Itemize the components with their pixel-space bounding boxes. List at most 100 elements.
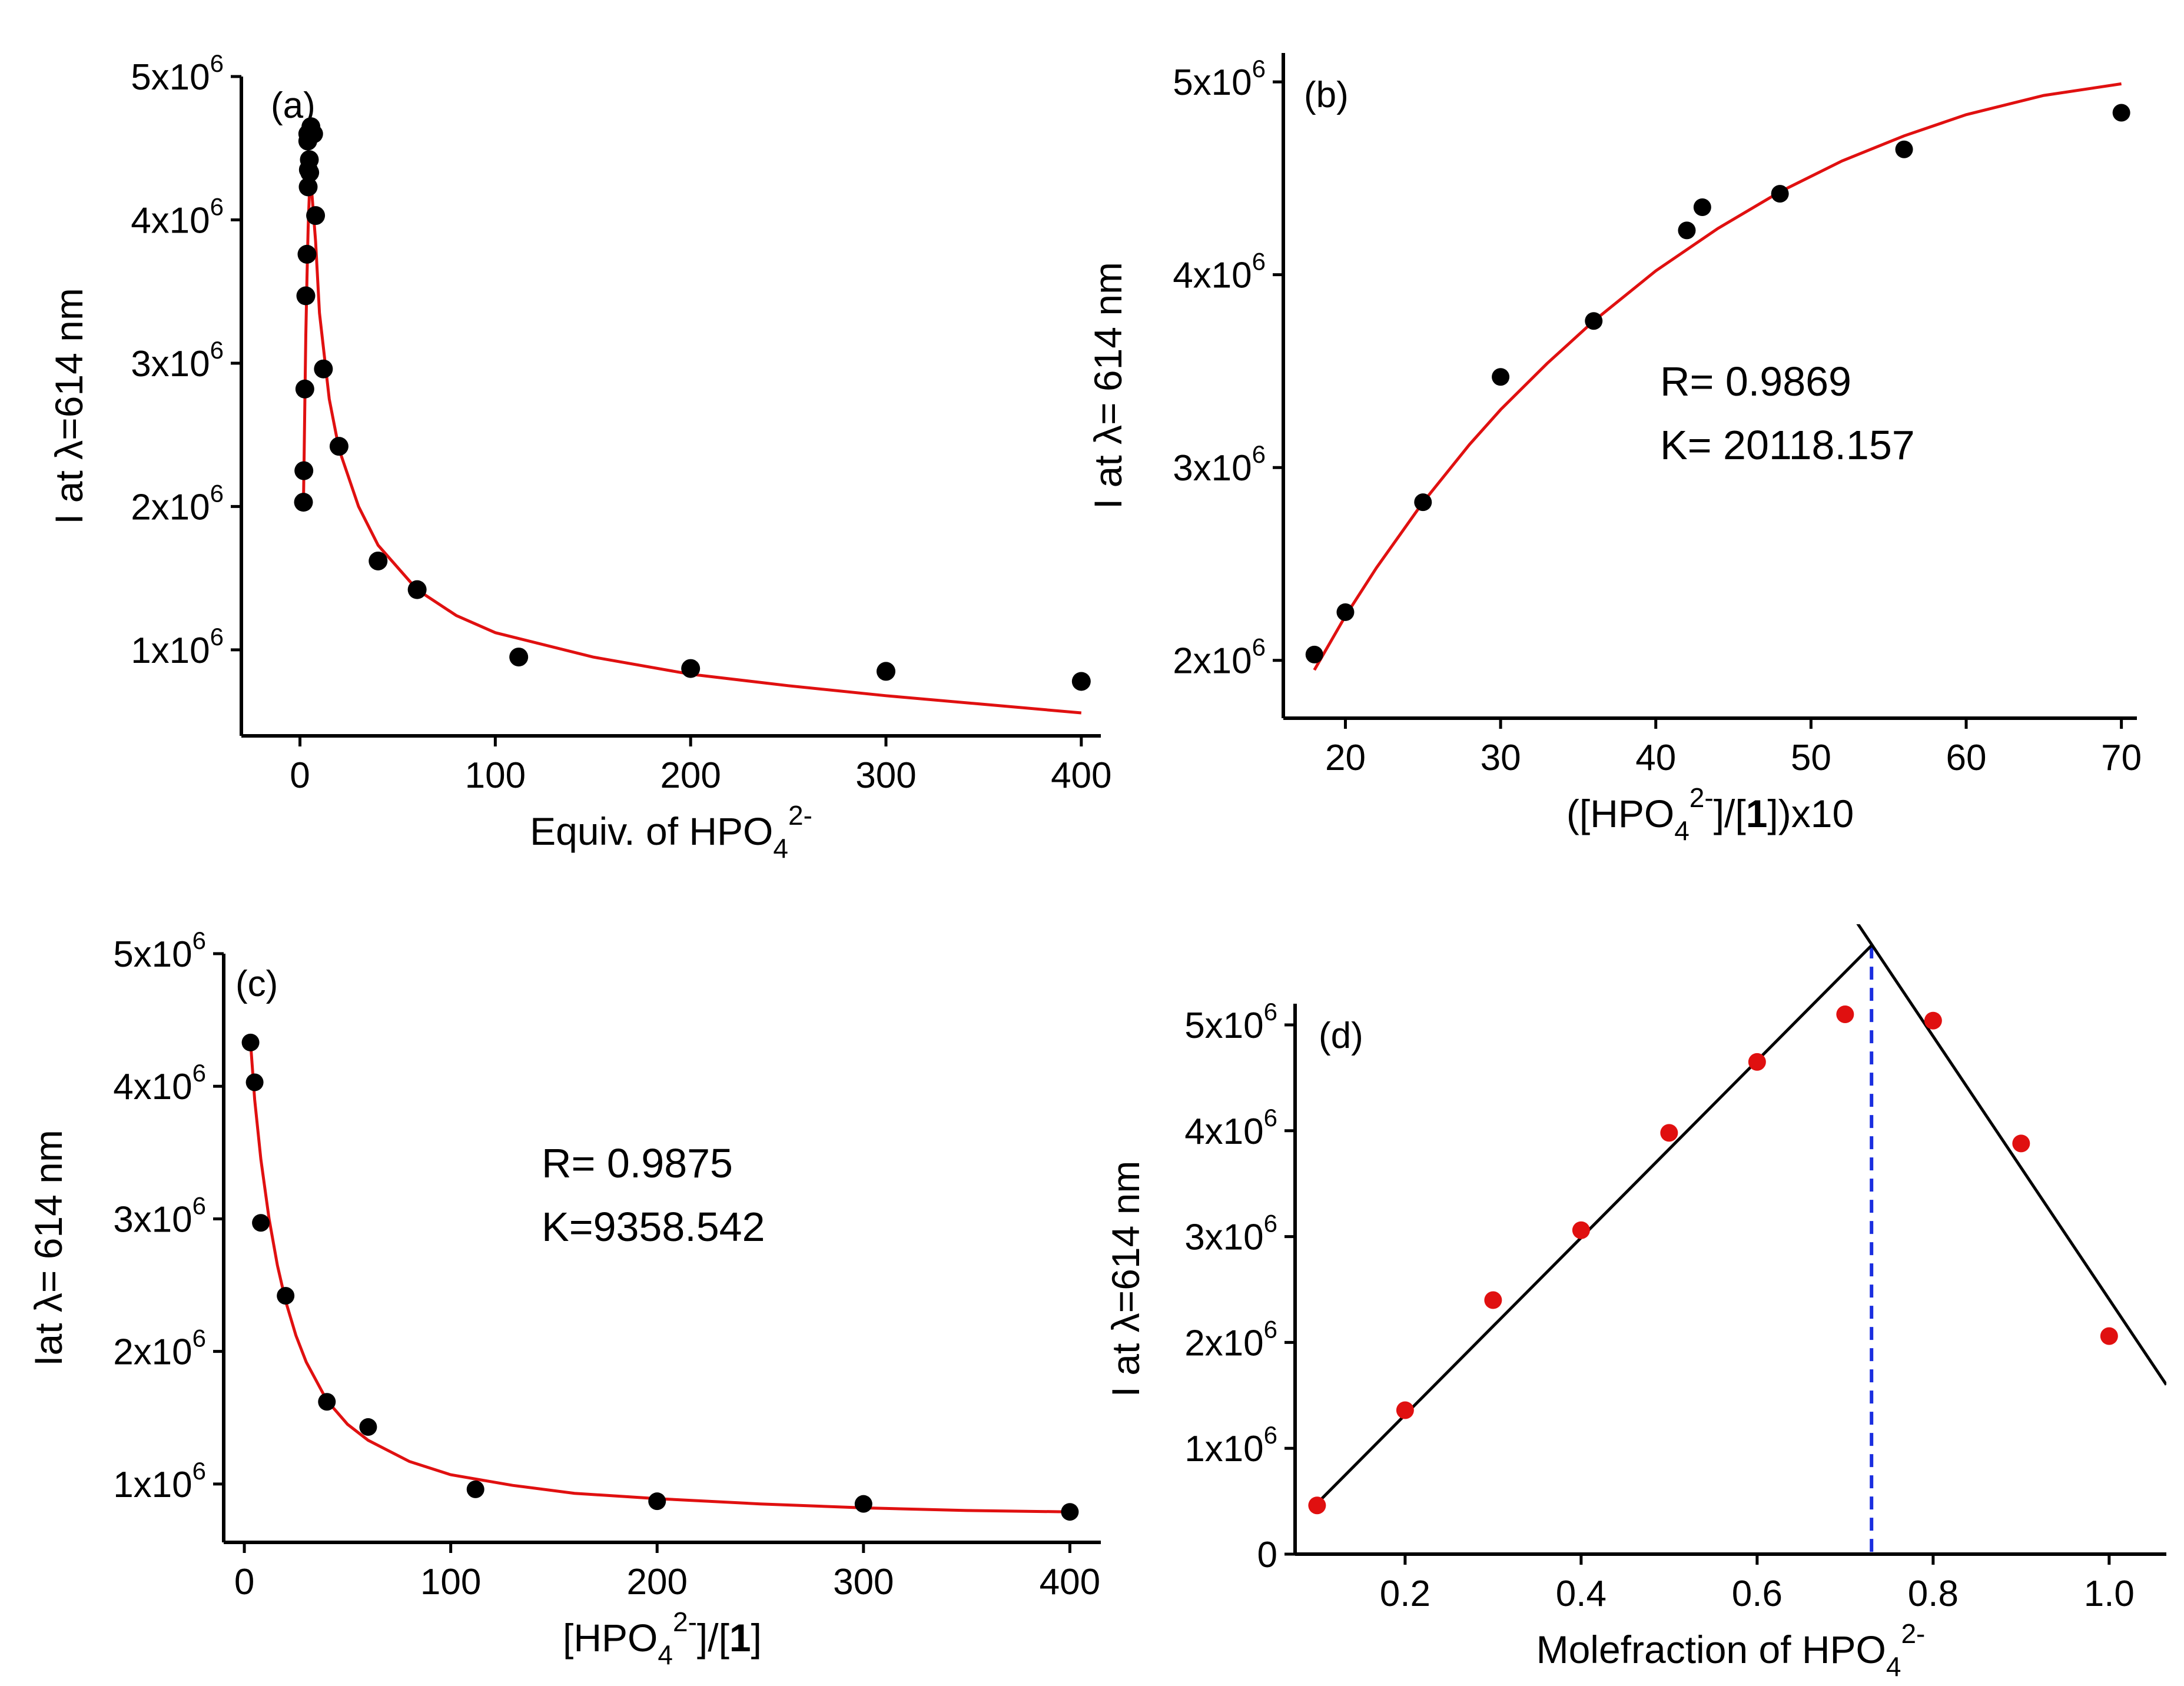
x-axis-title: Molefraction of HPO42- bbox=[1536, 1618, 1926, 1682]
annotation-line: R= 0.9875 bbox=[542, 1140, 733, 1186]
y-tick-exponent: 6 bbox=[1264, 1104, 1277, 1131]
y-tick-base: 2x10 bbox=[131, 487, 210, 527]
y-tick-label: 1x106 bbox=[113, 1457, 206, 1505]
x-tick-label: 40 bbox=[1635, 738, 1676, 778]
x-tick-label: 70 bbox=[2101, 738, 2142, 778]
data-point bbox=[1693, 198, 1711, 217]
fit-line bbox=[302, 183, 1082, 715]
y-tick-base: 1x10 bbox=[113, 1465, 192, 1505]
y-tick-base: 5x10 bbox=[1173, 62, 1252, 103]
y-tick-label: 5x106 bbox=[1184, 998, 1277, 1046]
data-point bbox=[1836, 1005, 1854, 1023]
fit-line bbox=[1313, 82, 2122, 671]
data-point bbox=[298, 131, 317, 151]
data-point bbox=[294, 493, 313, 512]
data-point bbox=[854, 1495, 872, 1513]
x-axis-title-main: Molefraction of HPO bbox=[1536, 1628, 1886, 1671]
x-tick-label: 0 bbox=[290, 755, 310, 796]
left-fit-line bbox=[1316, 944, 1873, 1505]
y-tick-exponent: 6 bbox=[210, 623, 224, 650]
x-axis-title-subscript: 4 bbox=[1674, 815, 1690, 846]
y-tick-exponent: 6 bbox=[210, 336, 224, 364]
y-tick-exponent: 6 bbox=[192, 1192, 206, 1219]
y-tick-exponent: 6 bbox=[1252, 633, 1266, 661]
y-tick-label: 3x106 bbox=[113, 1192, 206, 1240]
y-tick-label: 4x106 bbox=[131, 193, 224, 241]
y-tick-base: 1x10 bbox=[131, 630, 210, 671]
data-point bbox=[252, 1214, 270, 1232]
x-tick-label: 400 bbox=[1040, 1562, 1100, 1602]
y-tick-label: 3x106 bbox=[1173, 440, 1266, 489]
fit-line bbox=[249, 1042, 1070, 1514]
y-tick-base: 3x10 bbox=[1184, 1217, 1263, 1258]
y-tick-base: 5x10 bbox=[113, 934, 192, 975]
data-point bbox=[1924, 1011, 1942, 1030]
panel-label: (b) bbox=[1304, 75, 1349, 115]
y-tick-exponent: 6 bbox=[1252, 440, 1266, 468]
data-point bbox=[369, 551, 388, 570]
annotation-line: K=9358.542 bbox=[542, 1204, 765, 1250]
data-point bbox=[1492, 368, 1510, 386]
y-tick-label: 2x106 bbox=[131, 479, 224, 527]
data-point bbox=[681, 659, 701, 678]
data-point bbox=[509, 648, 529, 667]
data-point bbox=[2100, 1327, 2118, 1345]
data-point bbox=[2112, 104, 2130, 122]
x-axis-title-middle: ]/[ bbox=[697, 1616, 729, 1660]
y-tick-label: 2x106 bbox=[113, 1325, 206, 1373]
y-tick-exponent: 6 bbox=[192, 1325, 206, 1352]
y-tick-base: 2x10 bbox=[113, 1332, 192, 1373]
x-axis-title: ([HPO42-]/[1])x10 bbox=[1566, 782, 1854, 846]
plot-area bbox=[1316, 924, 2166, 1554]
x-tick-label: 0.2 bbox=[1380, 1574, 1430, 1614]
x-axis-title-prefix: [HPO bbox=[563, 1616, 658, 1660]
data-point bbox=[296, 286, 316, 306]
data-point bbox=[298, 177, 318, 197]
data-point bbox=[1748, 1053, 1766, 1071]
x-axis-title: Equiv. of HPO42- bbox=[530, 800, 812, 864]
panel-d: 0.2 0.4 0.6 0.8 1.001x1062x1063x1064x1065x10… bbox=[1104, 924, 2166, 1682]
x-tick-label: 200 bbox=[627, 1562, 688, 1602]
y-tick-exponent: 6 bbox=[1264, 1315, 1277, 1343]
y-tick-exponent: 6 bbox=[1252, 248, 1266, 276]
x-tick-label: 300 bbox=[833, 1562, 894, 1602]
y-tick-label: 4x106 bbox=[113, 1059, 206, 1107]
y-tick-exponent: 6 bbox=[192, 1457, 206, 1485]
data-point bbox=[241, 1033, 260, 1051]
y-tick-exponent: 6 bbox=[192, 1059, 206, 1087]
x-axis-title-superscript: 2- bbox=[673, 1607, 697, 1637]
data-point bbox=[1572, 1221, 1590, 1239]
y-tick-base: 2x10 bbox=[1173, 641, 1252, 682]
data-point bbox=[1071, 672, 1091, 691]
y-tick-label: 5x106 bbox=[113, 927, 206, 975]
y-tick-label: 2x106 bbox=[1184, 1315, 1277, 1363]
y-tick-label: 1x106 bbox=[1184, 1421, 1277, 1469]
y-tick-label: 4x106 bbox=[1173, 248, 1266, 296]
y-tick-base: 5x10 bbox=[1184, 1005, 1263, 1046]
data-point bbox=[1308, 1496, 1326, 1515]
data-point bbox=[318, 1393, 336, 1411]
x-axis-title-superscript: 2- bbox=[788, 800, 812, 831]
y-tick-base: 5x10 bbox=[131, 57, 210, 98]
plot-area bbox=[249, 1042, 1070, 1514]
y-tick-label: 3x106 bbox=[1184, 1210, 1277, 1258]
data-point bbox=[1771, 185, 1789, 203]
x-tick-label: 1.0 bbox=[2084, 1574, 2135, 1614]
y-axis-title: I at λ= 614 nm bbox=[1086, 262, 1130, 509]
x-axis-title-main: Equiv. of HPO bbox=[530, 809, 773, 853]
x-axis-title-suffix: ] bbox=[751, 1616, 762, 1660]
y-axis-title: I at λ=614 nm bbox=[1104, 1161, 1147, 1398]
data-point bbox=[1396, 1401, 1414, 1419]
panel-a: 0 100 200 300 4001x1062x1063x1064x1065x106(a… bbox=[47, 49, 1112, 864]
y-tick-base: 0 bbox=[1257, 1535, 1277, 1575]
x-tick-label: 300 bbox=[855, 755, 916, 796]
panel-label: (d) bbox=[1319, 1015, 1363, 1056]
x-tick-label: 0.4 bbox=[1556, 1574, 1607, 1614]
data-point bbox=[1678, 221, 1696, 240]
plot-area bbox=[302, 183, 1082, 715]
data-point bbox=[277, 1287, 295, 1305]
x-axis-title: [HPO42-]/[1] bbox=[563, 1607, 762, 1670]
x-axis-title-compound: 1 bbox=[1746, 792, 1768, 835]
